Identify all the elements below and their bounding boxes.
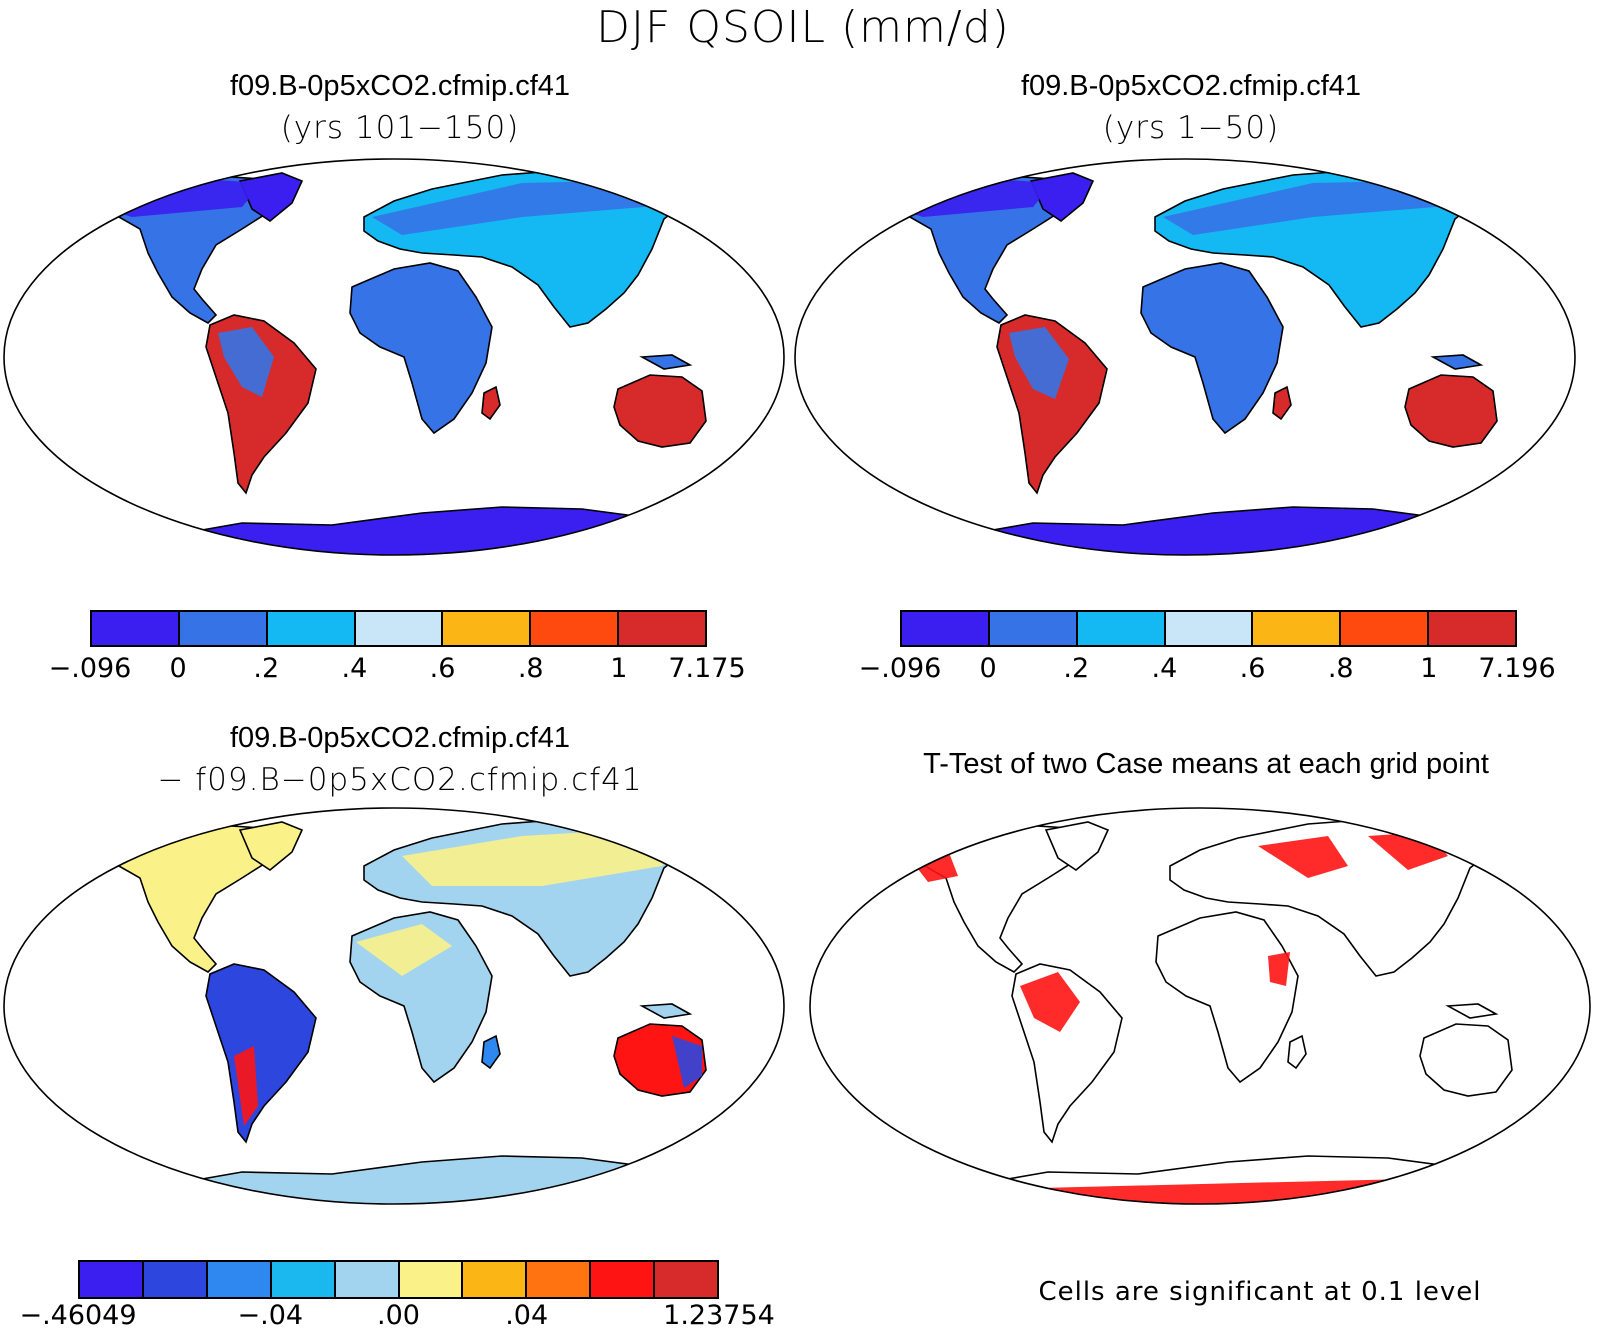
colorbar-cell — [531, 612, 620, 645]
panel-2-subtitle: (yrs 1−50) — [1102, 110, 1280, 146]
panel-1-title: f09.B-0p5xCO2.cfmip.cf41 — [229, 70, 571, 102]
map-border — [3, 158, 785, 556]
panel-2-title: f09.B-0p5xCO2.cfmip.cf41 — [1020, 70, 1362, 102]
colorbar-tick-label: .2 — [1063, 653, 1090, 684]
colorbar-cell — [399, 1262, 464, 1297]
field-region-southAmerica — [1009, 327, 1069, 399]
field-region-southAmerica — [218, 327, 274, 397]
landmass-greenland — [238, 821, 304, 871]
landmass-antarctica — [160, 506, 723, 555]
landmass-australia — [1419, 1023, 1513, 1097]
colorbar-cell — [527, 1262, 592, 1297]
colorbar-cell — [179, 612, 268, 645]
colorbar-tick-label: .4 — [1151, 653, 1178, 684]
colorbar-tick-label: 0 — [169, 653, 187, 684]
colorbar-cell — [355, 612, 444, 645]
landmass-southAmerica — [205, 963, 317, 1144]
landmass-africa — [1155, 911, 1299, 1084]
map-border — [809, 807, 1591, 1205]
field-region-africa — [1268, 952, 1290, 986]
figure-title: DJF QSOIL (mm/d) — [596, 2, 1010, 53]
colorbar-cell — [655, 1262, 718, 1297]
colorbar-cell — [271, 1262, 336, 1297]
colorbar-cell — [80, 1262, 144, 1297]
landmass-australia — [1404, 374, 1498, 448]
field-region-southAmerica — [234, 1046, 258, 1126]
colorbar-cell — [1341, 612, 1430, 645]
landmass-newGuinea — [639, 1003, 693, 1019]
colorbar-cell — [92, 612, 180, 645]
colorbar-cell — [1253, 612, 1342, 645]
colorbar-cell — [463, 1262, 528, 1297]
colorbar-tick-label: 0 — [979, 653, 997, 684]
colorbar-tick-label: 1.23754 — [663, 1300, 775, 1331]
significance-note: Cells are significant at 0.1 level — [1038, 1277, 1482, 1307]
colorbar-tick-label: −.096 — [48, 653, 132, 684]
colorbar-tick-label: 7.175 — [668, 653, 746, 684]
colorbar-tick-label: .6 — [1239, 653, 1266, 684]
panel-3-colorbar — [78, 1260, 719, 1299]
panel-2-map — [794, 158, 1576, 556]
field-region-australia — [672, 1036, 702, 1088]
colorbar-cell — [989, 612, 1078, 645]
field-region-africa — [356, 924, 452, 976]
panel-4-map — [809, 807, 1591, 1205]
colorbar-tick-label: −.096 — [858, 653, 942, 684]
colorbar-cell — [1077, 612, 1166, 645]
landmass-newGuinea — [1430, 354, 1484, 370]
panel-1-colorbar — [90, 610, 707, 647]
landmass-madagascar — [1272, 385, 1292, 421]
colorbar-cell — [619, 612, 706, 645]
panel-3-map — [3, 807, 785, 1205]
landmass-madagascar — [1287, 1034, 1307, 1070]
panel-1-subtitle: (yrs 101−150) — [280, 110, 520, 146]
panel-4-title: T-Test of two Case means at each grid po… — [923, 748, 1489, 780]
landmass-newGuinea — [639, 354, 693, 370]
colorbar-tick-label: −.04 — [237, 1300, 304, 1331]
colorbar-tick-label: .4 — [341, 653, 368, 684]
panel-3-subtitle: − f09.B−0p5xCO2.cfmip.cf41 — [157, 762, 643, 798]
panel-2-colorbar — [900, 610, 1517, 647]
colorbar-tick-label: 7.196 — [1478, 653, 1556, 684]
colorbar-tick-label: .8 — [1327, 653, 1354, 684]
colorbar-cell — [143, 1262, 208, 1297]
map-border — [794, 158, 1576, 556]
landmass-antarctica — [160, 1155, 723, 1204]
colorbar-cell — [267, 612, 356, 645]
landmass-madagascar — [481, 1034, 501, 1070]
landmass-antarctica — [951, 506, 1514, 555]
colorbar-tick-label: −.46049 — [19, 1300, 137, 1331]
colorbar-cell — [591, 1262, 656, 1297]
colorbar-tick-label: .8 — [517, 653, 544, 684]
colorbar-cell — [902, 612, 990, 645]
colorbar-cell — [207, 1262, 272, 1297]
landmass-northAmerica — [60, 823, 275, 973]
landmass-australia — [613, 374, 707, 448]
field-region-africa — [1155, 273, 1255, 347]
colorbar-tick-label: 1 — [610, 653, 628, 684]
colorbar-tick-label: .04 — [505, 1300, 549, 1331]
field-region-eurasia — [1258, 836, 1348, 878]
colorbar-cell — [1165, 612, 1254, 645]
colorbar-tick-label: .6 — [429, 653, 456, 684]
panel-1-map — [3, 158, 785, 556]
map-border — [3, 807, 785, 1205]
colorbar-cell — [335, 1262, 400, 1297]
colorbar-tick-label: .00 — [377, 1300, 420, 1331]
landmass-newGuinea — [1445, 1003, 1499, 1019]
landmass-madagascar — [481, 385, 501, 421]
colorbar-tick-label: 1 — [1420, 653, 1438, 684]
colorbar-tick-label: .2 — [253, 653, 280, 684]
landmass-northAmerica — [866, 823, 1081, 973]
panel-3-title: f09.B-0p5xCO2.cfmip.cf41 — [229, 722, 571, 754]
field-region-africa — [364, 273, 464, 347]
field-region-southAmerica — [1020, 972, 1080, 1032]
colorbar-cell — [1429, 612, 1516, 645]
colorbar-cell — [443, 612, 532, 645]
landmass-greenland — [1044, 821, 1110, 871]
